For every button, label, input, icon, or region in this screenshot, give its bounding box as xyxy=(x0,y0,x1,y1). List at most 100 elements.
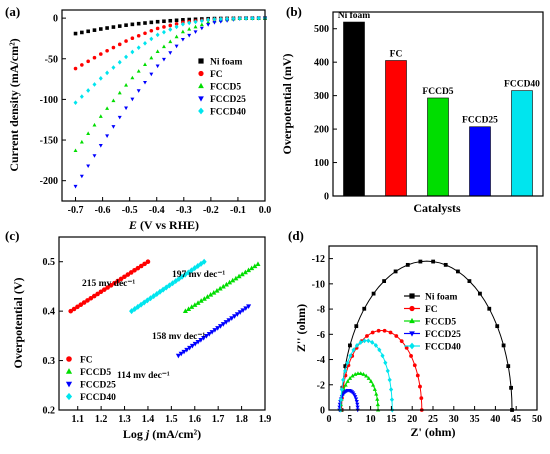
polarization-point xyxy=(155,64,160,69)
polarization-point xyxy=(92,82,97,87)
polarization-point xyxy=(143,21,147,25)
polarization-point xyxy=(117,24,122,28)
tafel-point xyxy=(217,285,223,291)
polarization-point xyxy=(250,15,255,21)
nyquist-point xyxy=(393,269,398,274)
tafel-point xyxy=(163,284,169,291)
nyquist-point xyxy=(412,363,417,368)
legend-marker-fccd40 xyxy=(198,107,204,115)
tafel-point xyxy=(208,292,214,297)
nyquist-point xyxy=(368,379,374,383)
polarization-point xyxy=(218,20,223,24)
legend-marker-fccd25 xyxy=(65,381,73,388)
nyquist-point xyxy=(362,338,367,344)
legend-label-fccd40: FCCD40 xyxy=(210,108,246,118)
nyquist-line xyxy=(341,260,513,411)
x-tick-label: 0.0 xyxy=(259,205,272,216)
tafel-point xyxy=(252,263,258,269)
polarization-point xyxy=(92,154,97,158)
bar-fccd40 xyxy=(511,90,533,197)
tafel-series-fccd40 xyxy=(129,258,207,315)
panel-d-xlabel: Z' (ohm) xyxy=(411,425,456,439)
legend-marker-fccd25 xyxy=(198,96,204,102)
tafel-series-fc xyxy=(68,259,151,314)
legend-marker-fccd5 xyxy=(409,317,415,324)
legend-label-fc: FC xyxy=(80,356,93,366)
polarization-point xyxy=(181,18,185,22)
polarization-point xyxy=(168,23,173,28)
tafel-point xyxy=(234,312,240,317)
tafel-point xyxy=(233,275,239,281)
tafel-point xyxy=(206,332,212,337)
tafel-point xyxy=(175,353,181,359)
polarization-point xyxy=(149,72,154,77)
polarization-point xyxy=(143,40,147,46)
x-tick-label: 50 xyxy=(532,414,542,425)
y-tick-label: -4 xyxy=(317,355,325,366)
polarization-point xyxy=(206,23,211,27)
y-tick-label: 300 xyxy=(314,91,329,102)
bar-ni-foam xyxy=(343,21,365,197)
polarization-point xyxy=(86,164,91,169)
x-tick-label: 25 xyxy=(428,414,438,425)
polarization-point xyxy=(111,65,116,70)
x-tick-label: 1.8 xyxy=(235,414,248,425)
nyquist-point xyxy=(351,347,356,353)
panel-c-series xyxy=(68,258,261,359)
nyquist-point xyxy=(341,377,346,383)
tafel-point xyxy=(125,272,131,277)
nyquist-point xyxy=(345,379,350,383)
panel-c-label: (c) xyxy=(5,228,19,243)
polarization-point xyxy=(149,55,154,60)
tafel-point xyxy=(68,308,74,314)
legend-label-fccd5: FCCD5 xyxy=(80,368,111,378)
polarization-point xyxy=(136,89,141,93)
panel-d-xticks: 0 5 10 15 20 25 30 35 40 45 50 xyxy=(327,406,542,425)
nyquist-point xyxy=(350,373,355,378)
polarization-point xyxy=(212,16,217,22)
nyquist-point xyxy=(354,399,359,404)
nyquist-point xyxy=(364,373,369,378)
nyquist-point xyxy=(487,306,492,311)
nyquist-point xyxy=(353,395,358,399)
tafel-point xyxy=(211,290,217,295)
tafel-point xyxy=(209,330,215,335)
polarization-point xyxy=(199,22,204,27)
panel-a-ylabel: Current density (mA/cm²) xyxy=(7,38,21,171)
legend-marker-fccd5 xyxy=(198,82,204,89)
polarization-point xyxy=(124,106,129,111)
nyquist-point xyxy=(382,328,387,333)
x-tick-label: 35 xyxy=(470,414,480,425)
nyquist-point xyxy=(389,397,395,403)
panel-c: (c) 1.1 1.2 1.3 1.4 1.5 1.6 1.7 1.8 1.9 0.20.30.… xyxy=(5,228,271,441)
polarization-point xyxy=(111,125,116,129)
polarization-point xyxy=(124,39,128,43)
panel-a-legend: Ni foam FC FCCD5 FCCD25 FCCD40 xyxy=(198,58,246,118)
y-tick-label: -200 xyxy=(40,176,58,187)
panel-d-legend: Ni foam FC FCCD5 FCCD25 FCCD40 xyxy=(404,293,461,353)
nyquist-point xyxy=(373,342,378,348)
tafel-point xyxy=(154,290,160,297)
polarization-point xyxy=(218,16,223,22)
tafel-point xyxy=(217,324,224,329)
tafel-point xyxy=(237,310,243,315)
nyquist-point xyxy=(377,347,382,353)
tafel-point xyxy=(215,326,221,331)
tafel-point xyxy=(242,269,248,275)
polarization-point xyxy=(98,76,103,81)
x-tick-label: -0.2 xyxy=(203,205,219,216)
panel-b-xlabel: Catalysts xyxy=(413,201,461,215)
polarization-point xyxy=(105,134,110,139)
panel-a-yticks: 0 -50 -100 -150 -200 xyxy=(40,14,66,187)
legend-label-fccd40: FCCD40 xyxy=(80,393,116,403)
nyquist-point xyxy=(372,387,377,391)
polarization-point xyxy=(105,48,109,53)
tafel-point xyxy=(223,281,229,287)
tafel-point xyxy=(195,263,201,270)
panel-b-yticks: 0 100 200 300 400 500 xyxy=(314,24,337,203)
y-tick-label: -8 xyxy=(317,305,325,316)
polarization-point xyxy=(136,33,141,38)
panel-a: (a) -0.7 -0.6 -0.5 -0.4 -0.3 -0.2 -0.1 0.0 0 -50… xyxy=(5,4,271,232)
nyquist-point xyxy=(365,334,369,338)
